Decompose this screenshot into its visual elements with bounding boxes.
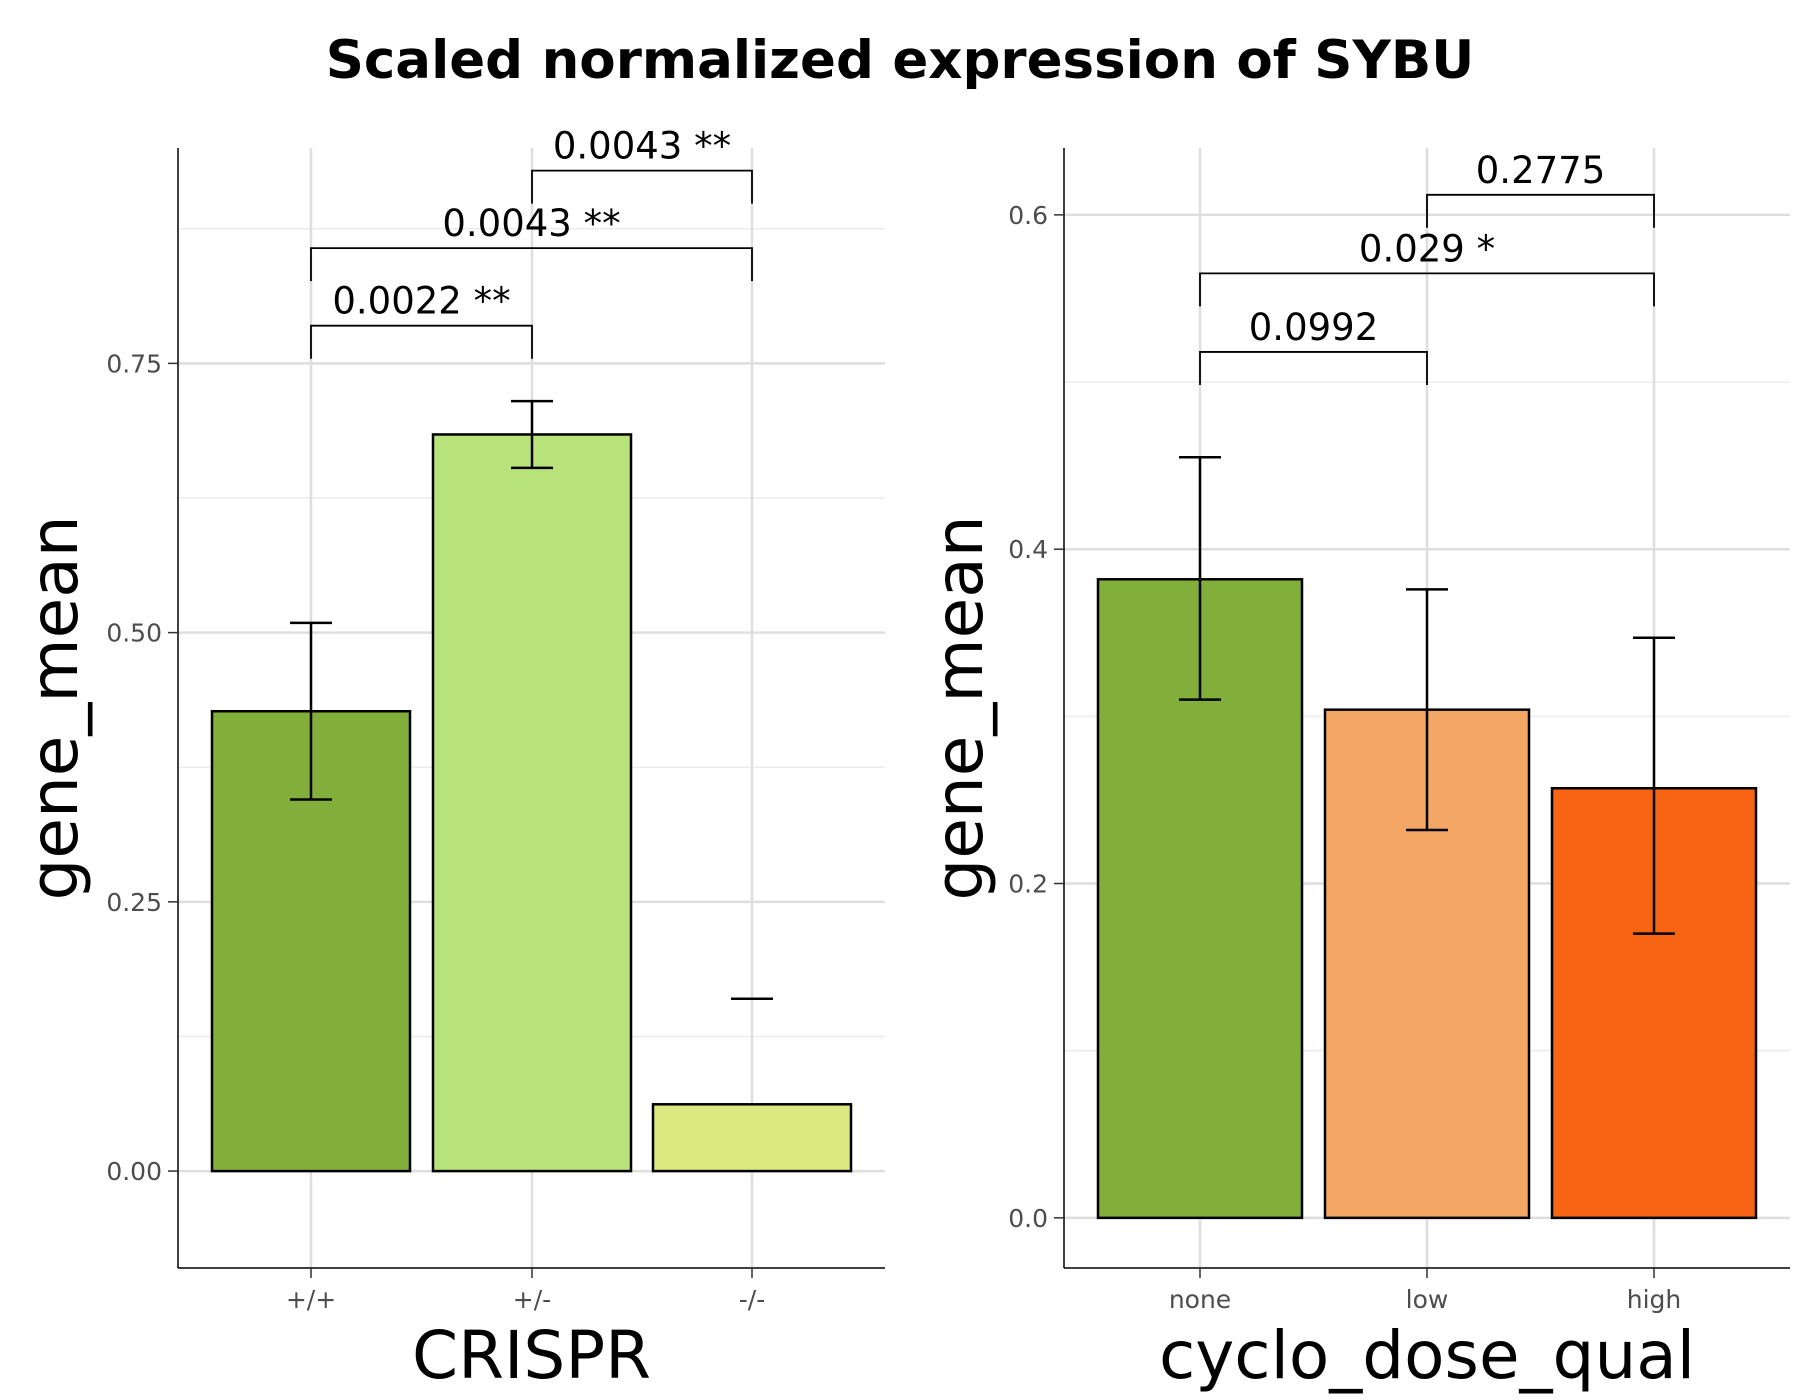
significance-label: 0.0043 ** xyxy=(553,125,731,168)
significance-bracket xyxy=(531,169,753,204)
y-axis-title: gene_mean xyxy=(921,515,998,900)
x-tick-label: high xyxy=(1627,1285,1682,1314)
significance-bracket xyxy=(310,324,533,359)
x-tick-label: +/+ xyxy=(286,1285,336,1314)
x-axis-title: CRISPR xyxy=(412,1317,651,1394)
y-tick-label: 0.25 xyxy=(106,888,162,917)
y-tick-label: 0.00 xyxy=(106,1157,162,1186)
panel-cyclo-dose: 0.0 0.2 0.4 0.6 none low high cyclo_dose_qual ge… xyxy=(921,148,1790,1394)
significance-bracket xyxy=(310,247,753,282)
y-axis-title: gene_mean xyxy=(16,515,93,900)
bar xyxy=(431,433,633,1173)
significance-label: 0.0043 ** xyxy=(442,202,620,245)
significance-bracket xyxy=(1199,272,1655,307)
y-tick-label: 0.75 xyxy=(106,349,162,378)
x-tick-label: +/- xyxy=(513,1285,551,1314)
panel-crispr: 0.00 0.25 0.50 0.75 +/+ +/- -/- CRISPR gene_mean… xyxy=(16,125,885,1394)
significance-label: 0.0022 ** xyxy=(332,280,510,323)
x-tick-label: -/- xyxy=(739,1285,765,1314)
significance-label: 0.029 * xyxy=(1359,227,1495,270)
significance-bracket xyxy=(1426,193,1655,228)
page-title: Scaled normalized expression of SYBU xyxy=(325,30,1475,91)
y-tick-label: 0.0 xyxy=(1008,1204,1048,1233)
significance-label: 0.2775 xyxy=(1476,149,1605,192)
significance-label: 0.0992 xyxy=(1249,306,1378,349)
significance-bracket xyxy=(1199,351,1428,385)
y-tick-label: 0.6 xyxy=(1008,201,1048,230)
y-tick-label: 0.50 xyxy=(106,619,162,648)
x-tick-label: none xyxy=(1169,1285,1231,1314)
y-tick-label: 0.2 xyxy=(1008,870,1048,899)
x-axis-title: cyclo_dose_qual xyxy=(1159,1317,1695,1394)
x-tick-label: low xyxy=(1406,1285,1449,1314)
y-tick-label: 0.4 xyxy=(1008,535,1048,564)
bar xyxy=(651,1103,853,1173)
